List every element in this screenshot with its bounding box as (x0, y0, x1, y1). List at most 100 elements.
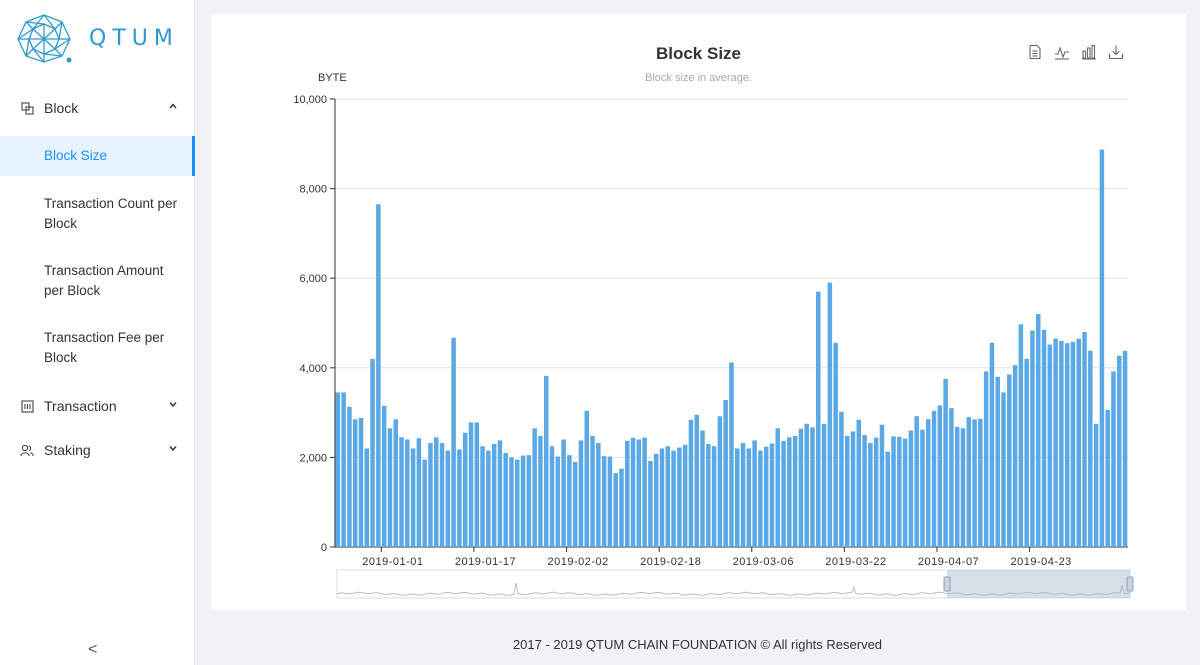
bar (682, 444, 688, 547)
x-tick-label: 2019-03-22 (825, 556, 886, 568)
bar (740, 443, 746, 547)
data-view-button[interactable] (1027, 44, 1043, 60)
bar-chart: 0 2,000 4,000 6,000 8,000 10,000 2019-01-01 201… (293, 94, 1134, 599)
bar (1024, 358, 1029, 547)
bar (567, 455, 572, 547)
qtum-logo[interactable]: QTUM (15, 12, 179, 64)
bar (515, 459, 520, 547)
zoom-selection (947, 570, 1130, 598)
bar (769, 443, 775, 547)
bar (538, 435, 543, 547)
chevron-up-icon (169, 103, 177, 109)
bar (827, 282, 833, 547)
bar (445, 450, 451, 547)
sidebar-collapse-button[interactable]: < (88, 641, 98, 658)
bar (381, 405, 387, 547)
bar (792, 435, 798, 547)
zoom-handle-left[interactable] (943, 576, 951, 592)
bar (526, 455, 532, 547)
bar (839, 411, 844, 547)
bar (671, 450, 676, 547)
bar (358, 417, 364, 547)
menu-group-staking[interactable]: Staking (0, 428, 195, 472)
bar (659, 448, 665, 547)
bar (995, 376, 1000, 547)
sidebar-item-transaction-amount[interactable]: Transaction Amount per Block (0, 261, 195, 301)
bar (590, 435, 595, 547)
staking-icon (20, 443, 34, 457)
bar (625, 440, 630, 547)
bar (630, 437, 636, 547)
download-icon (1108, 45, 1124, 60)
menu-group-label: Block (44, 100, 79, 116)
bar (578, 440, 584, 547)
y-tick-label: 8,000 (299, 184, 327, 196)
menu-group-block[interactable]: Block (0, 86, 195, 130)
x-tick-label: 2019-02-18 (640, 556, 701, 568)
bar (376, 204, 381, 547)
bar (983, 371, 989, 547)
x-tick-label: 2019-02-02 (547, 556, 608, 568)
bar (879, 424, 885, 547)
bar (781, 440, 786, 547)
bar (972, 419, 977, 547)
bar (885, 451, 890, 547)
bar (1099, 149, 1105, 547)
bar (352, 419, 358, 547)
bar (607, 456, 613, 547)
transaction-icon (20, 399, 34, 413)
bar (677, 447, 682, 547)
bar (694, 414, 699, 547)
bar (335, 392, 341, 547)
bar (850, 431, 856, 547)
menu-group-transaction[interactable]: Transaction (0, 384, 195, 428)
bar (474, 422, 480, 547)
bar (636, 439, 642, 547)
bar (833, 342, 838, 547)
bar (729, 362, 734, 547)
bar (503, 452, 508, 547)
sidebar-item-label: Transaction Amount per Block (44, 263, 164, 298)
block-icon (20, 101, 34, 115)
bar (1001, 392, 1006, 547)
bar (653, 453, 659, 547)
bar (549, 446, 555, 547)
zoom-handle-right[interactable] (1126, 576, 1134, 592)
bar (1041, 329, 1047, 547)
sidebar-item-transaction-fee[interactable]: Transaction Fee per Block (0, 328, 195, 368)
y-tick-label: 4,000 (299, 363, 327, 375)
bar (480, 446, 485, 547)
bar (665, 446, 671, 547)
y-tick-label: 0 (321, 542, 327, 554)
line-chart-button[interactable] (1054, 44, 1070, 60)
bar (700, 430, 705, 547)
bar (561, 439, 566, 547)
zoom-preview-line (336, 582, 1131, 596)
bar (451, 337, 456, 547)
sidebar-item-label: Transaction Count per Block (44, 196, 178, 231)
chart-subtitle: Block size in average. (645, 72, 752, 84)
chart-toolbox (1027, 44, 1124, 60)
bar (966, 417, 972, 547)
bar (711, 446, 717, 547)
bar-chart-button[interactable] (1081, 44, 1097, 60)
x-tick-label: 2019-04-07 (918, 556, 979, 568)
logo-text: QTUM (89, 25, 179, 51)
chart-title: Block Size (655, 44, 742, 63)
sidebar: QTUM Block Block Size Transaction Count … (0, 0, 195, 665)
bar (1035, 314, 1041, 547)
bar (457, 449, 462, 547)
bar (758, 450, 763, 547)
sidebar-item-transaction-count[interactable]: Transaction Count per Block (0, 194, 195, 234)
bar (1093, 423, 1099, 547)
bar (405, 439, 410, 547)
sidebar-item-block-size[interactable]: Block Size (0, 136, 195, 176)
download-button[interactable] (1108, 44, 1124, 60)
y-tick-label: 2,000 (299, 452, 327, 464)
bar (752, 440, 757, 547)
bar (943, 379, 948, 547)
bar (642, 437, 647, 547)
y-tick-label: 10,000 (293, 94, 327, 106)
bar (1076, 338, 1081, 547)
bar-chart-icon (1082, 44, 1096, 60)
